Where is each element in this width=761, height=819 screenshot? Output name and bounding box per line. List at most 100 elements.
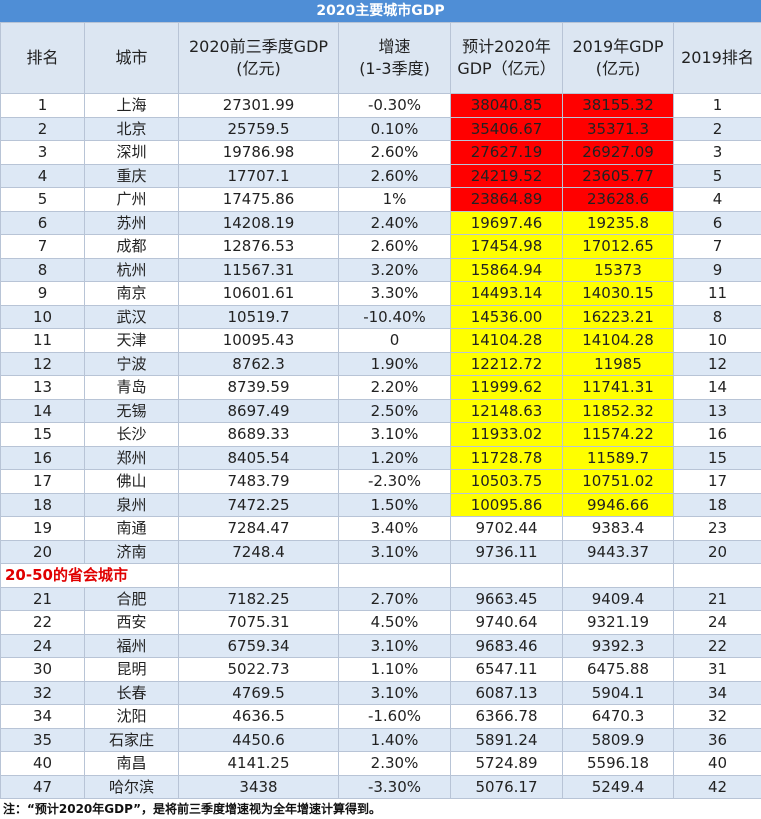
table-row: 35 石家庄 4450.6 1.40% 5891.24 5809.9 36 (0, 727, 761, 752)
table-cell: 35 (0, 727, 85, 752)
table-cell: 3.10% (338, 422, 451, 447)
table-cell (338, 563, 451, 588)
table-row: 15 长沙 8689.33 3.10% 11933.02 11574.22 16 (0, 422, 761, 447)
table-cell: 武汉 (84, 304, 179, 329)
table-cell: 2.40% (338, 210, 451, 235)
table-cell: 1 (673, 93, 761, 118)
table-cell: 38040.85 (450, 93, 563, 118)
table-cell: 11933.02 (450, 422, 563, 447)
table-cell: 9 (673, 257, 761, 282)
table-cell: 3.30% (338, 281, 451, 306)
table-cell: 14 (673, 375, 761, 400)
table-cell: 6759.34 (178, 633, 339, 658)
table-cell: 重庆 (84, 163, 179, 188)
table-cell: 长春 (84, 680, 179, 705)
table-cell: -3.30% (338, 774, 451, 799)
table-cell: 4 (673, 187, 761, 212)
table-cell: 11728.78 (450, 445, 563, 470)
table-cell: 10601.61 (178, 281, 339, 306)
table-cell: 19235.8 (562, 210, 674, 235)
table-cell: 1.40% (338, 727, 451, 752)
table-cell: 17454.98 (450, 234, 563, 259)
table-cell: 15 (0, 422, 85, 447)
table-cell: 11 (0, 328, 85, 353)
table-cell: 9321.19 (562, 610, 674, 635)
table-cell: 北京 (84, 116, 179, 141)
table-cell: 2.70% (338, 586, 451, 611)
table-cell: 40 (0, 751, 85, 776)
table-cell: 16 (0, 445, 85, 470)
table-cell: 20 (0, 539, 85, 564)
table-cell: 10751.02 (562, 469, 674, 494)
footnote: 注：“预计2020年GDP”，是将前三季度增速视为全年增速计算得到。 (3, 802, 382, 816)
table-cell: 广州 (84, 187, 179, 212)
table-cell (673, 563, 761, 588)
table-cell: 35406.67 (450, 116, 563, 141)
table-cell: 4769.5 (178, 680, 339, 705)
table-cell: 南通 (84, 516, 179, 541)
table-cell: 24 (0, 633, 85, 658)
header-cell: 增速 (1-3季度) (338, 22, 451, 94)
table-cell: 24 (673, 610, 761, 635)
table-cell (450, 563, 563, 588)
table-cell: 10095.86 (450, 492, 563, 517)
table-cell: 长沙 (84, 422, 179, 447)
table-cell: 2.60% (338, 234, 451, 259)
table-row: 30 昆明 5022.73 1.10% 6547.11 6475.88 31 (0, 657, 761, 682)
table-cell: 13 (673, 398, 761, 423)
table-cell: 3.10% (338, 539, 451, 564)
table-cell: 7182.25 (178, 586, 339, 611)
table-cell: 9663.45 (450, 586, 563, 611)
table-cell: 4.50% (338, 610, 451, 635)
header-cell: 预计2020年 GDP（亿元） (450, 22, 563, 94)
table-cell: 4 (0, 163, 85, 188)
table-row: 22 西安 7075.31 4.50% 9740.64 9321.19 24 (0, 610, 761, 635)
table-cell: 22 (673, 633, 761, 658)
table-cell: 7483.79 (178, 469, 339, 494)
table-cell: 1.90% (338, 351, 451, 376)
header-cell: 城市 (84, 22, 179, 94)
table-cell: 9392.3 (562, 633, 674, 658)
table-cell: 26927.09 (562, 140, 674, 165)
table-body: 1 上海 27301.99 -0.30% 38040.85 38155.32 1 2 北京 257… (0, 93, 761, 799)
table-cell: 5 (0, 187, 85, 212)
table-cell: 9702.44 (450, 516, 563, 541)
table-cell: 18 (673, 492, 761, 517)
table-cell: 苏州 (84, 210, 179, 235)
table-cell: 成都 (84, 234, 179, 259)
table-cell: 7472.25 (178, 492, 339, 517)
table-row: 20 济南 7248.4 3.10% 9736.11 9443.37 20 (0, 539, 761, 564)
table-row: 17 佛山 7483.79 -2.30% 10503.75 10751.02 17 (0, 469, 761, 494)
table-cell: 36 (673, 727, 761, 752)
table-cell: 14030.15 (562, 281, 674, 306)
header-row: 排名 城市 2020前三季度GDP (亿元) 增速 (1-3季度) 预计2020年 GD… (0, 22, 761, 94)
table-cell: 10095.43 (178, 328, 339, 353)
table-cell: 23628.6 (562, 187, 674, 212)
table-cell: 1.50% (338, 492, 451, 517)
table-cell: 19697.46 (450, 210, 563, 235)
table-cell: 合肥 (84, 586, 179, 611)
table-cell: 4141.25 (178, 751, 339, 776)
table-cell: 7284.47 (178, 516, 339, 541)
table-cell: 8 (673, 304, 761, 329)
table-cell: 15373 (562, 257, 674, 282)
table-cell: 6475.88 (562, 657, 674, 682)
table-cell: 3.20% (338, 257, 451, 282)
table-row: 24 福州 6759.34 3.10% 9683.46 9392.3 22 (0, 633, 761, 658)
table-row: 1 上海 27301.99 -0.30% 38040.85 38155.32 1 (0, 93, 761, 118)
table-cell: 14536.00 (450, 304, 563, 329)
table-cell: 32 (0, 680, 85, 705)
table-cell: 14493.14 (450, 281, 563, 306)
table-cell: 14 (0, 398, 85, 423)
header-cell: 2020前三季度GDP (亿元) (178, 22, 339, 94)
table-cell: 8689.33 (178, 422, 339, 447)
table-cell: 8762.3 (178, 351, 339, 376)
table-cell: 6 (673, 210, 761, 235)
table-cell: 17475.86 (178, 187, 339, 212)
table-cell: 昆明 (84, 657, 179, 682)
table-cell: 6547.11 (450, 657, 563, 682)
table-cell: 35371.3 (562, 116, 674, 141)
table-row: 40 南昌 4141.25 2.30% 5724.89 5596.18 40 (0, 751, 761, 776)
table-row: 12 宁波 8762.3 1.90% 12212.72 11985 12 (0, 351, 761, 376)
